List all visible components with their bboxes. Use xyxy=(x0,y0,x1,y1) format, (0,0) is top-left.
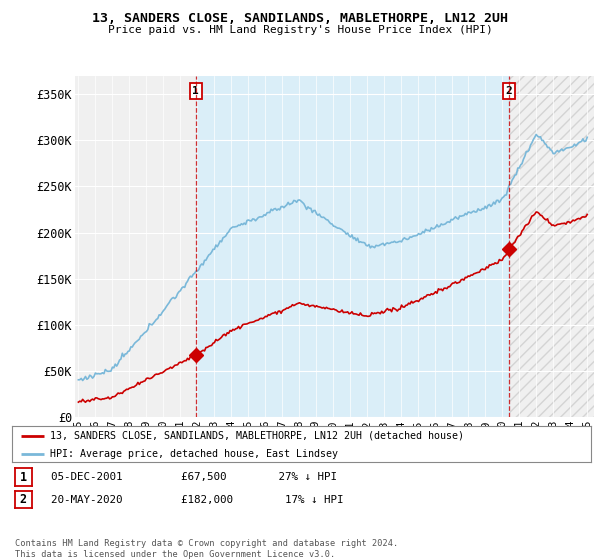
Text: 1: 1 xyxy=(20,470,27,484)
Text: 13, SANDERS CLOSE, SANDILANDS, MABLETHORPE, LN12 2UH: 13, SANDERS CLOSE, SANDILANDS, MABLETHOR… xyxy=(92,12,508,25)
Text: 13, SANDERS CLOSE, SANDILANDS, MABLETHORPE, LN12 2UH (detached house): 13, SANDERS CLOSE, SANDILANDS, MABLETHOR… xyxy=(50,431,464,441)
Text: Price paid vs. HM Land Registry's House Price Index (HPI): Price paid vs. HM Land Registry's House … xyxy=(107,25,493,35)
Text: 1: 1 xyxy=(193,86,199,96)
Text: Contains HM Land Registry data © Crown copyright and database right 2024.
This d: Contains HM Land Registry data © Crown c… xyxy=(15,539,398,559)
Text: 2: 2 xyxy=(505,86,512,96)
Text: 05-DEC-2001         £67,500        27% ↓ HPI: 05-DEC-2001 £67,500 27% ↓ HPI xyxy=(51,472,337,482)
Text: 2: 2 xyxy=(20,493,27,506)
Text: HPI: Average price, detached house, East Lindsey: HPI: Average price, detached house, East… xyxy=(50,449,338,459)
Text: 20-MAY-2020         £182,000        17% ↓ HPI: 20-MAY-2020 £182,000 17% ↓ HPI xyxy=(51,494,343,505)
Bar xyxy=(196,76,509,417)
Bar xyxy=(509,76,596,417)
Bar xyxy=(509,76,596,417)
